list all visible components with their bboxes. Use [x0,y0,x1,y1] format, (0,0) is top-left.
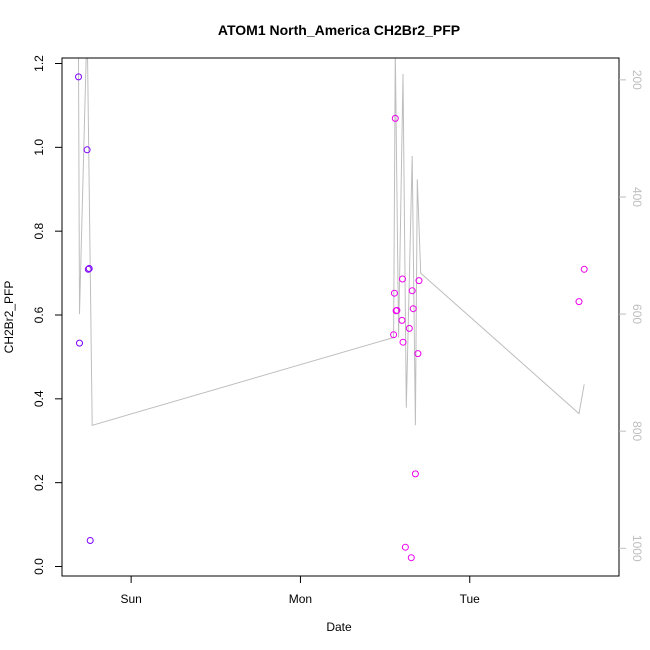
y-axis-label: CH2Br2_PFP [2,281,16,354]
chart-title: ATOM1 North_America CH2Br2_PFP [218,22,460,38]
plot-frame [61,57,620,577]
data-point [391,114,399,122]
data-point [399,338,407,346]
y2-tick-label: 200 [630,70,644,90]
y2-tick-label: 400 [630,187,644,207]
y-tick-label: 1.0 [32,139,46,156]
x-tick-label: Sun [120,592,141,606]
y-tick-label: 0.0 [32,558,46,575]
data-point [415,277,423,285]
data-point [390,289,398,297]
data-point [393,306,401,314]
y2-tick-label: 1000 [630,535,644,562]
data-point [407,554,415,562]
y2-tick-label: 600 [630,304,644,324]
y2-tick-label: 800 [630,421,644,441]
y2-axis: 200 400 600 800 1000 [619,70,644,562]
data-point [83,146,91,154]
data-point [390,331,398,339]
data-point [75,73,82,81]
data-point [408,287,416,295]
data-point [575,298,583,306]
y-tick-label: 0.6 [32,306,46,323]
data-point [411,470,419,478]
y-tick-label: 0.2 [32,474,46,491]
x-tick-label: Mon [289,592,312,606]
y-tick-label: 0.4 [32,390,46,407]
x-axis-label: Date [326,620,352,634]
data-point [414,350,422,358]
line-series [78,58,585,426]
x-axis: Sun Mon Tue [120,576,480,606]
y-axis: 0.0 0.2 0.4 0.6 0.8 1.0 1.2 [32,55,62,575]
y-tick-label: 1.2 [32,55,46,72]
data-point [76,339,83,347]
data-point [399,275,406,283]
data-point [398,316,406,324]
data-point [405,324,413,332]
data-point [401,543,409,551]
data-point [85,265,93,272]
y-tick-label: 0.8 [32,223,46,240]
data-point [580,265,588,273]
data-point [86,537,94,544]
x-tick-label: Tue [460,592,481,606]
data-point [409,305,417,313]
data-point [84,265,92,273]
series-layer [75,58,588,562]
